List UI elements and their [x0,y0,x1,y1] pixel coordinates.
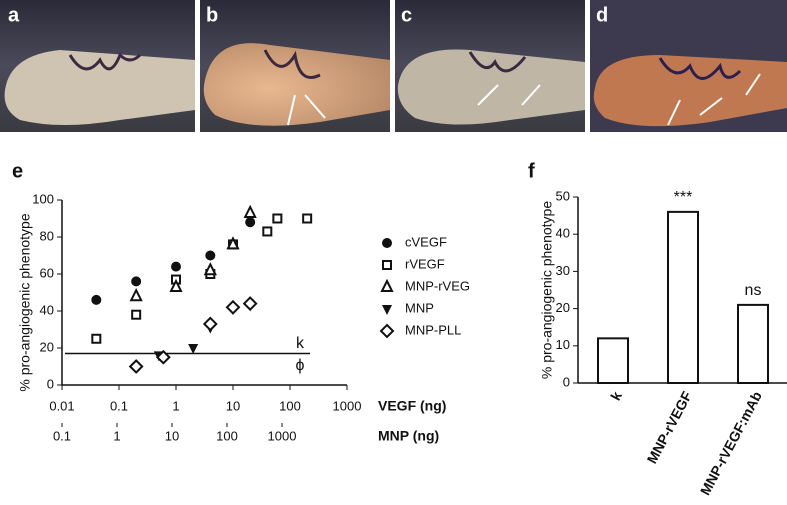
x2-tick-label: 100 [216,428,238,443]
point [131,309,142,320]
y-axis-label: % pro-angiogenic phenotype [539,201,555,379]
y-tick-label: 20 [40,339,54,354]
point [225,299,241,315]
point [128,359,144,374]
bar [737,303,769,385]
y-tick-label: 80 [40,228,54,243]
point [202,316,218,332]
point [91,333,102,344]
x-tick-label: k [607,388,625,403]
y-tick-label: 20 [556,300,570,315]
point [226,236,240,250]
y-tick-label: 10 [556,337,570,352]
legend-label: MNP [405,300,434,315]
point [242,296,258,312]
bar-annotation: ns [745,282,762,299]
x2-tick-label: 1000 [268,428,297,443]
panel-label: d [596,4,608,26]
x-tick-label: 0.1 [110,398,128,413]
point [262,226,273,237]
x-tick-label: MNP-rVEGF:mAb [697,389,765,498]
x-tick-label: 0.01 [49,398,74,413]
point [203,262,217,276]
legend-marker [380,278,394,292]
point [245,217,256,228]
x-tick-label: MNP-rVEGF [644,388,696,466]
y-tick-label: 50 [556,188,570,203]
bar [667,210,699,384]
x-axis-label: VEGF (ng) [378,398,446,414]
point [272,213,283,224]
point [169,278,183,292]
legend-label: MNP-PLL [405,322,461,337]
x2-tick-label: 1 [113,428,120,443]
x2-tick-label: 10 [165,428,179,443]
panel-label: f [528,160,535,182]
legend-marker [379,323,395,339]
y-axis-label: % pro-angiogenic phenotype [17,213,33,391]
point [188,344,199,354]
point [131,276,142,287]
point [129,287,143,302]
photo-a: a [0,0,196,132]
y-tick-label: 40 [556,226,570,241]
photo-c: c [395,0,585,132]
x2-tick-label: 0.1 [53,428,71,443]
bar [597,337,629,384]
point [171,261,181,272]
x-tick-label: 100 [279,398,301,413]
legend-label: cVEGF [405,234,447,249]
panel-label: a [8,4,20,26]
point [91,294,102,305]
point [243,204,257,218]
legend-marker [382,305,392,315]
y-tick-label: 30 [556,263,570,278]
point [155,349,171,365]
panel-label: b [206,4,218,26]
photo-d: d [590,0,787,132]
y-tick-label: 0 [47,376,54,391]
bar-annotation: *** [674,189,693,206]
panel-label: e [12,160,23,182]
legend-label: rVEGF [405,256,445,271]
reference-label: k [296,335,305,352]
y-tick-label: 100 [32,191,54,206]
legend-marker [382,238,392,248]
x-tick-label: 1 [172,398,179,413]
panel-label: c [401,4,412,26]
x-tick-label: 1000 [333,398,362,413]
y-tick-label: 0 [563,374,570,389]
x2-axis-label: MNP (ng) [378,428,439,444]
y-tick-label: 60 [40,265,54,280]
reference-label: ϕ [296,357,305,374]
y-tick-label: 40 [40,302,54,317]
photo-b: b [200,0,390,132]
legend-label: MNP-rVEG [405,278,470,293]
x-tick-label: 10 [226,398,240,413]
legend-marker [382,260,392,270]
point [302,213,313,224]
point [205,250,216,261]
